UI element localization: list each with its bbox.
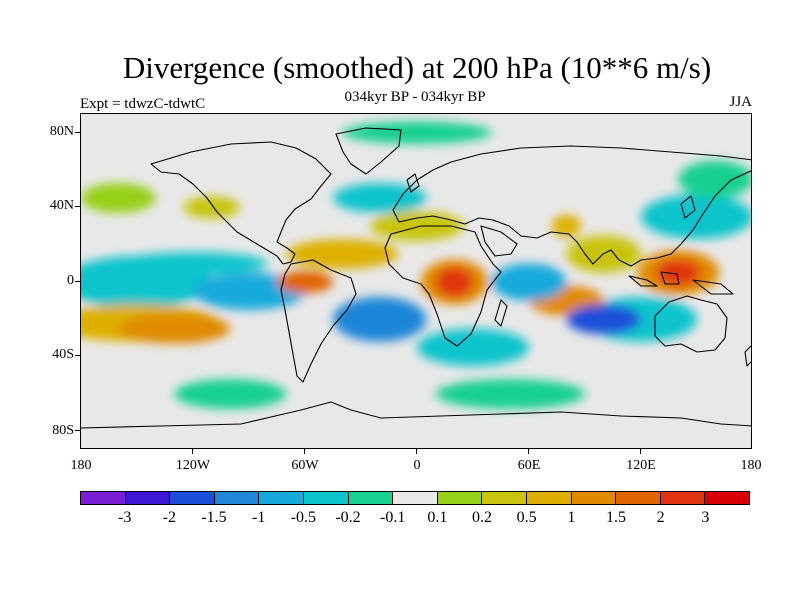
lon-tick xyxy=(304,449,305,454)
lat-tick xyxy=(75,355,80,356)
lat-tick xyxy=(75,430,80,431)
colorbar-swatch xyxy=(259,492,304,504)
colorbar-label: -1 xyxy=(251,509,266,526)
chart-title: Divergence (smoothed) at 200 hPa (10**6 … xyxy=(122,50,712,85)
field-blob xyxy=(435,379,585,409)
coast-new-zealand xyxy=(744,345,751,367)
field-blob xyxy=(333,183,427,213)
field-blob xyxy=(81,183,156,213)
colorbar-label: -1.5 xyxy=(201,509,227,526)
coast-madagascar xyxy=(494,299,508,327)
colorbar-label: 0.5 xyxy=(516,509,537,526)
field-blob xyxy=(342,121,492,144)
colorbar-label: 1.5 xyxy=(606,509,626,526)
colorbar-label: -0.5 xyxy=(290,509,316,526)
colorbar-swatch xyxy=(616,492,661,504)
field-blob xyxy=(183,196,240,219)
lat-tick xyxy=(75,206,80,207)
lon-label-0: 0 xyxy=(413,458,421,473)
divergence-map xyxy=(80,113,752,449)
coastlines xyxy=(81,127,751,429)
lon-label-180w: 180 xyxy=(70,458,92,473)
field-blob xyxy=(655,259,701,286)
colorbar-swatch xyxy=(214,492,260,504)
field-blob xyxy=(417,328,529,366)
coast-greenland xyxy=(335,127,402,175)
coast-indonesia-2 xyxy=(660,271,680,285)
lon-label-60e: 60E xyxy=(517,458,541,473)
field-blob xyxy=(118,313,231,344)
colorbar-label: 0.2 xyxy=(472,509,492,526)
colorbar-label: -2 xyxy=(162,509,176,526)
field-blob xyxy=(286,239,399,269)
colorbar xyxy=(80,491,750,505)
lat-label-40n: 40N xyxy=(49,198,74,213)
coast-uk xyxy=(406,173,420,193)
lon-label-60w: 60W xyxy=(291,458,319,473)
field-blob xyxy=(641,194,751,240)
coast-japan xyxy=(680,195,696,219)
colorbar-swatch xyxy=(660,492,706,504)
field-blob xyxy=(491,263,567,301)
lon-tick xyxy=(640,449,641,454)
lat-label-80n: 80N xyxy=(49,124,74,139)
lat-label-0: 0 xyxy=(67,273,74,288)
colorbar-swatch xyxy=(125,492,171,504)
coast-north-america xyxy=(150,141,332,265)
field-blob xyxy=(174,379,287,409)
chart-subtitle: 034kyr BP - 034kyr BP xyxy=(344,89,486,105)
coast-new-guinea xyxy=(692,279,734,295)
colorbar-swatch xyxy=(393,492,438,504)
experiment-label: Expt = tdwzC-tdwtC xyxy=(80,96,206,112)
colorbar-label: -0.2 xyxy=(335,509,361,526)
colorbar-label: -0.1 xyxy=(379,509,406,526)
field-blob xyxy=(277,270,333,294)
colorbar-label: 0.1 xyxy=(427,509,448,526)
colorbar-swatch xyxy=(348,492,394,504)
coast-antarctica xyxy=(81,401,751,429)
colorbar-label: 3 xyxy=(701,509,710,526)
field-blob xyxy=(566,304,641,335)
coast-indonesia-1 xyxy=(628,275,658,287)
colorbar-swatch xyxy=(705,492,749,504)
colorbar-label: 1 xyxy=(567,509,576,526)
field-blob xyxy=(333,296,427,342)
coast-eurasia xyxy=(392,145,751,267)
colorbar-swatch xyxy=(303,492,349,504)
field-blob xyxy=(551,214,582,238)
lon-tick xyxy=(416,449,417,454)
lat-tick xyxy=(75,281,80,282)
lat-label-80s: 80S xyxy=(52,423,74,438)
coast-africa xyxy=(384,225,502,347)
lat-label-40s: 40S xyxy=(52,347,74,362)
field-blob xyxy=(435,267,474,297)
coast-arabia xyxy=(480,225,518,257)
lon-tick xyxy=(192,449,193,454)
season-label: JJA xyxy=(729,94,752,110)
colorbar-swatch xyxy=(571,492,617,504)
lon-label-180e: 180 xyxy=(740,458,762,473)
lon-tick xyxy=(528,449,529,454)
colorbar-swatch xyxy=(437,492,483,504)
colorbar-swatch xyxy=(526,492,572,504)
colorbar-swatch xyxy=(81,492,126,504)
lon-label-120e: 120E xyxy=(626,458,656,473)
field-blob xyxy=(678,160,751,198)
colorbar-swatch xyxy=(482,492,527,504)
coast-australia xyxy=(654,295,728,353)
field-blob xyxy=(118,252,268,275)
colorbar-label: -3 xyxy=(117,509,132,526)
map-canvas xyxy=(81,114,751,448)
coast-south-america xyxy=(280,259,357,383)
colorbar-label: 2 xyxy=(656,509,665,526)
lon-label-120w: 120W xyxy=(175,458,211,473)
colorbar-swatch xyxy=(170,492,215,504)
lat-tick xyxy=(75,132,80,133)
